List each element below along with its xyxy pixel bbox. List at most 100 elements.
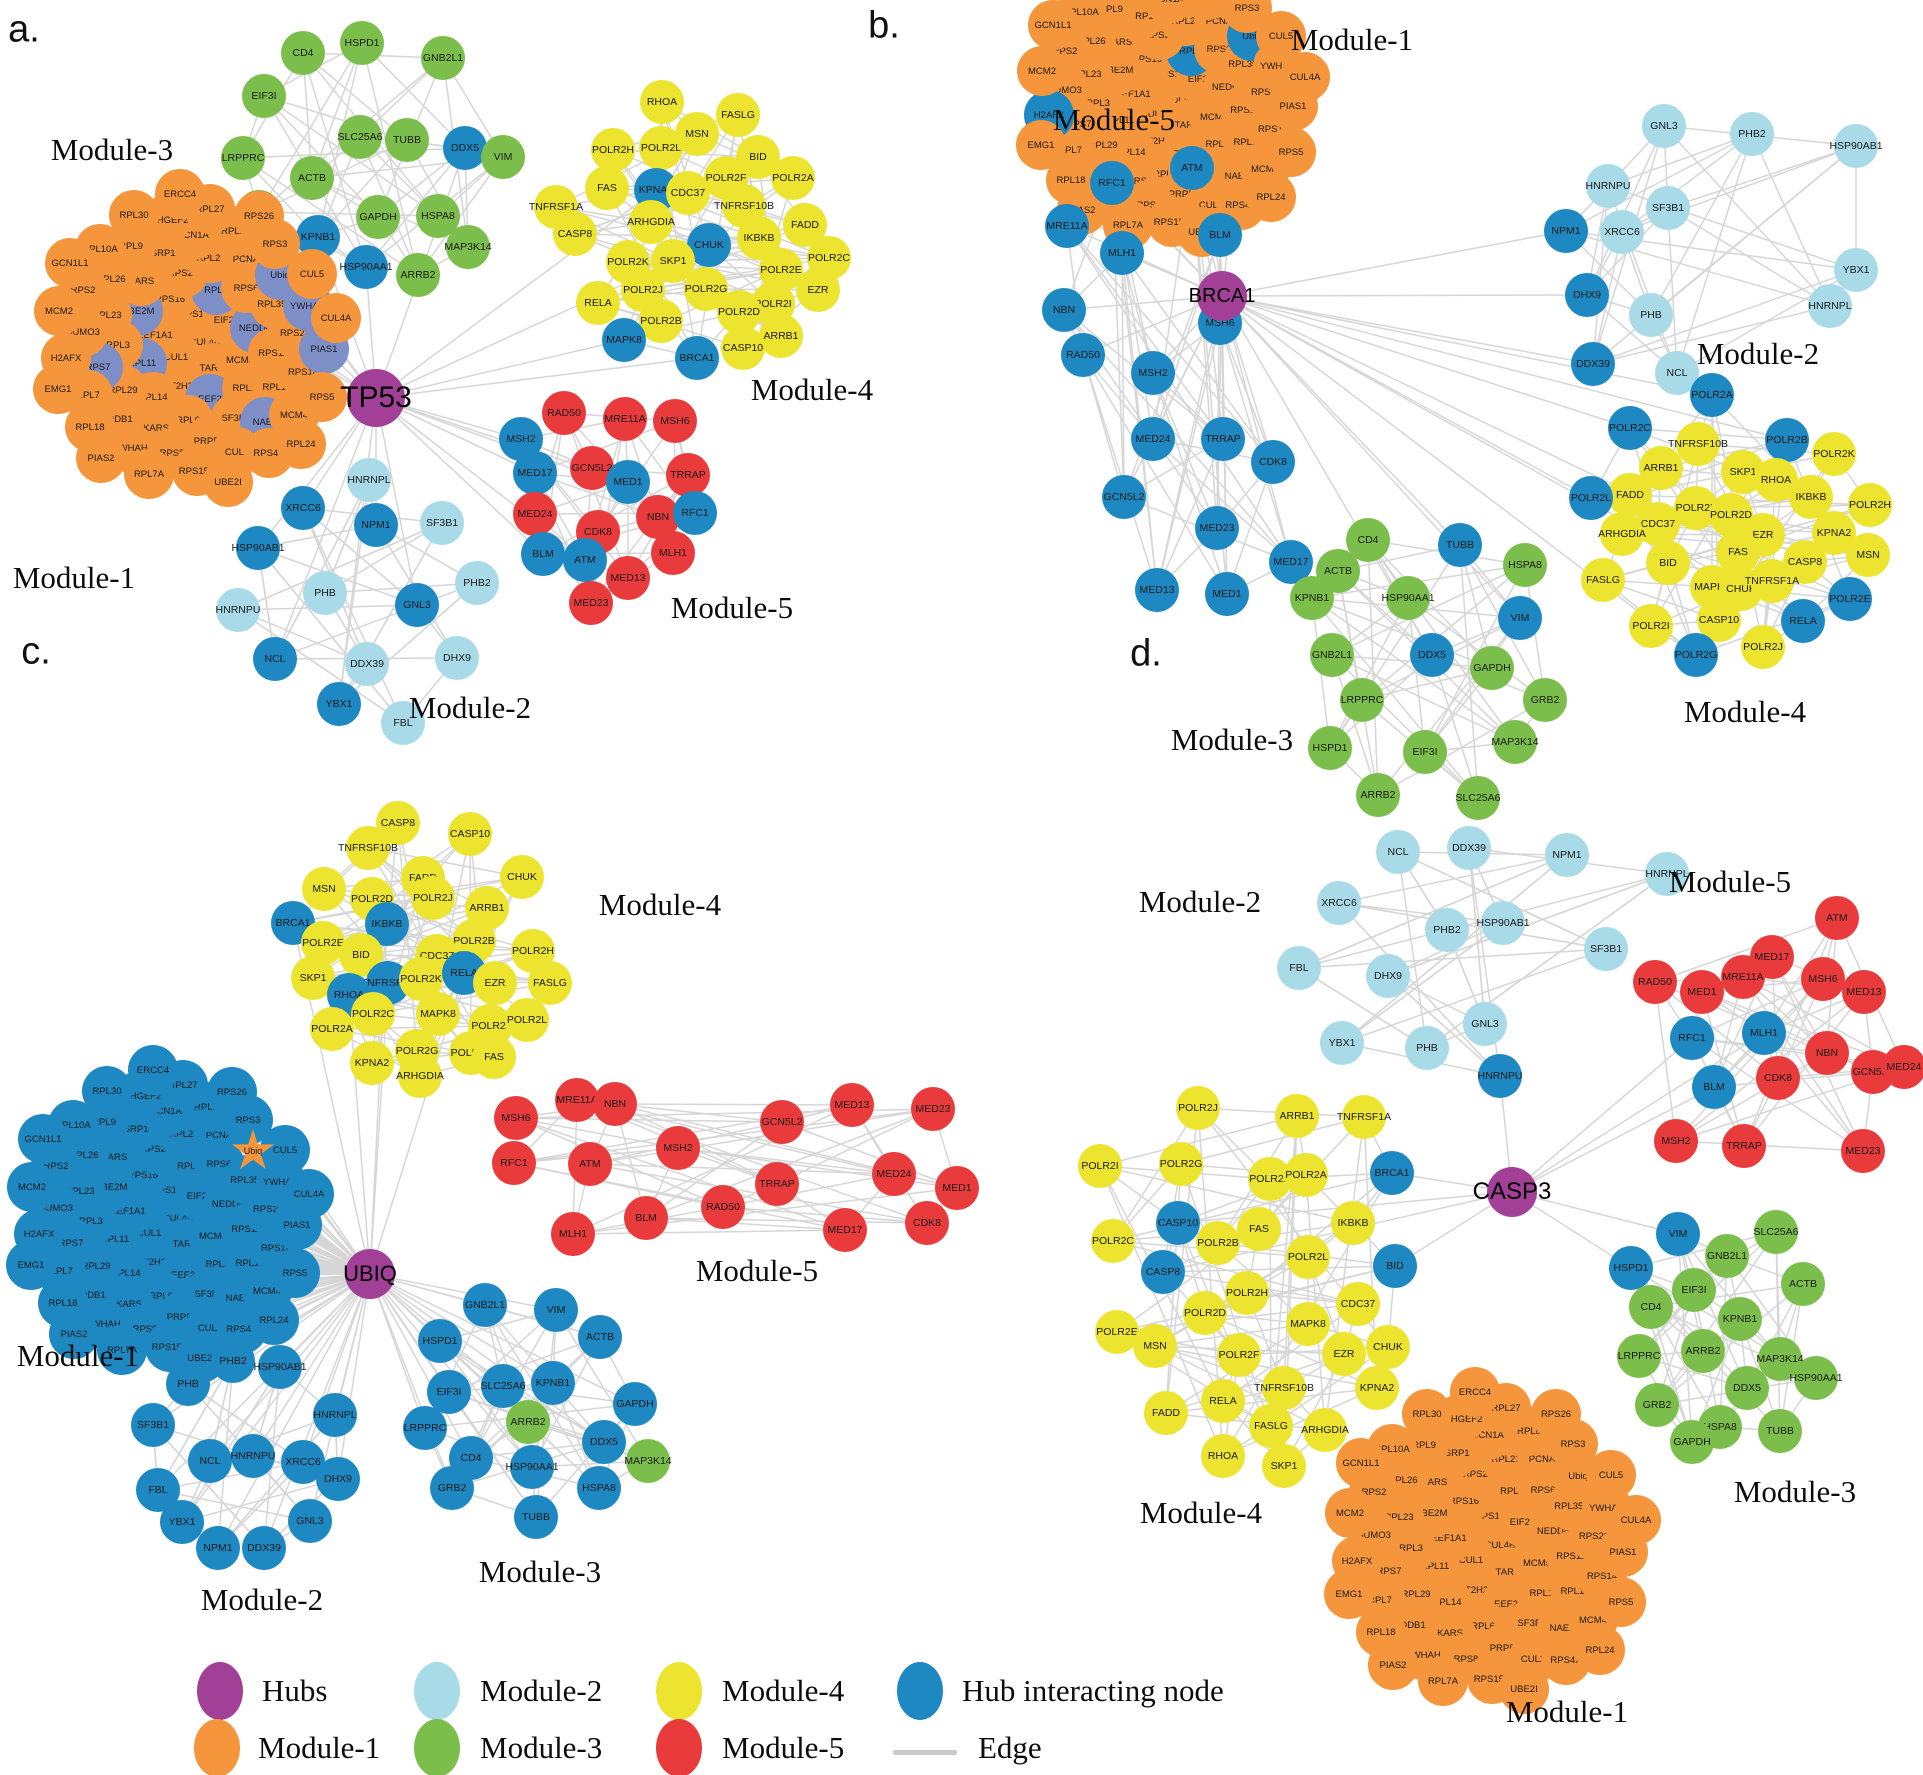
node-POLR2H: POLR2H	[1225, 1271, 1269, 1315]
legend-swatch-hub-interacting-node	[897, 1662, 943, 1720]
node-SLC25A6: SLC25A6	[1754, 1210, 1798, 1254]
node-label: SUMO3	[1048, 84, 1082, 96]
node-NBN: NBN	[1042, 288, 1086, 332]
node-label: CHUK	[1726, 583, 1756, 595]
node-CHUK: CHUK	[1366, 1325, 1410, 1369]
module-label-a-module-5: Module-5	[670, 590, 794, 625]
module-label-a-module-3: Module-3	[50, 132, 174, 167]
node-label: NCL	[1387, 846, 1409, 858]
node-label: RPS13	[151, 1184, 183, 1196]
node-GNL3: GNL3	[1463, 1002, 1507, 1046]
panel-letter-a: a.	[8, 8, 40, 51]
node-label: RPL7	[1368, 1594, 1392, 1606]
node-label: RPS13	[1154, 68, 1186, 80]
node-label: KPNA2	[1816, 527, 1852, 539]
edge	[1221, 295, 1594, 365]
node-label: RPS4X	[253, 447, 285, 459]
node-label: DDX39	[1576, 358, 1610, 370]
node-label: PRPF3	[193, 435, 225, 447]
node-label: RPL12	[262, 381, 292, 393]
node-label: FBL	[1289, 962, 1309, 974]
edge	[515, 1117, 679, 1149]
node-label: RPS15A	[1153, 216, 1191, 228]
node-label: YWHAH	[85, 1318, 121, 1330]
node-label: GAPDH	[1473, 662, 1511, 674]
module-label-b-module-2: Module-2	[1696, 336, 1820, 371]
node-label: RFC1	[1098, 177, 1126, 189]
node-HSP90AA1: HSP90AA1	[1789, 1356, 1843, 1400]
node-label: ARRB1	[1279, 1110, 1315, 1122]
node-KPNB1: KPNB1	[1290, 576, 1334, 620]
node-label: NAE1	[1549, 1622, 1575, 1634]
node-label: MED23	[573, 597, 609, 609]
node-label: FAS	[1728, 546, 1748, 558]
node-label: PCNA	[232, 253, 260, 265]
node-label: MED24	[1886, 1061, 1922, 1073]
node-label: FASLG	[721, 109, 755, 121]
edge	[237, 522, 443, 611]
edge	[1154, 1345, 1378, 1389]
node-POLR2D: POLR2D	[1183, 1291, 1227, 1335]
node-label: MCM2	[1028, 65, 1056, 77]
node-CUL5: CUL5	[287, 249, 337, 299]
node-label: POLR2E	[1829, 593, 1871, 605]
edge	[1165, 1353, 1345, 1414]
node-label: RPL3	[79, 1215, 103, 1227]
node-RPL7A: RPL7A	[1418, 1656, 1468, 1706]
node-label: POLR2G	[684, 283, 728, 295]
node-label: NAE1	[1224, 170, 1250, 182]
node-GCN1L1: GCN1L1	[1028, 0, 1078, 50]
edge	[252, 1273, 371, 1457]
node-label: RPS3	[1234, 2, 1260, 14]
node-label: ERCC4	[1458, 1386, 1492, 1398]
node-label: RPL21	[1491, 1453, 1521, 1465]
node-label: RFC1	[1678, 1032, 1706, 1044]
edge	[1066, 225, 1224, 440]
node-label: POLR2C	[1608, 422, 1651, 434]
node-CASP10: CASP10	[1156, 1201, 1200, 1245]
node-POLR2B: POLR2B	[1765, 418, 1809, 462]
node-label: ARRB1	[469, 902, 505, 914]
node-HSP90AA1: HSP90AA1	[1381, 576, 1435, 620]
node-GAPDH: GAPDH	[613, 1382, 657, 1426]
node-label: RPS2	[1052, 45, 1078, 57]
edge	[157, 1360, 234, 1491]
node-KPNA2: KPNA2	[1355, 1366, 1399, 1410]
node-label: RHOA	[1760, 474, 1792, 486]
node-SLC25A6: SLC25A6	[481, 1364, 525, 1408]
node-BRCA1: BRCA1	[1370, 1151, 1414, 1195]
node-EMG1: EMG1	[6, 1240, 56, 1290]
node-label: KPNB1	[535, 1377, 571, 1389]
legend-swatch-module-3	[414, 1719, 460, 1775]
node-XRCC6: XRCC6	[1317, 881, 1361, 925]
node-label: RPS3	[262, 238, 288, 250]
node-label: RPS23	[1578, 1530, 1610, 1542]
node-label: RPL3	[106, 339, 130, 351]
node-label: POLR2E	[760, 264, 802, 276]
node-label: SF3B1	[1589, 943, 1623, 955]
node-label: RPL14	[1116, 146, 1146, 158]
legend-swatch-hubs	[197, 1662, 243, 1720]
node-label: NPM1	[203, 1542, 233, 1554]
node-label: POLR2F	[1675, 502, 1717, 514]
node-label: CD4	[1357, 534, 1379, 546]
node-label: RPL11	[127, 357, 157, 369]
node-CD4: CD4	[1346, 518, 1390, 562]
node-label: YBX1	[1842, 264, 1870, 276]
node-CASP10: CASP10	[721, 326, 765, 370]
edge	[1221, 295, 1788, 441]
node-label: DHX9	[1373, 970, 1402, 982]
edge	[645, 1217, 846, 1231]
edge	[375, 397, 544, 555]
node-TNFRSF10B: TNFRSF10B	[338, 826, 398, 870]
node-RPL24: RPL24	[276, 419, 326, 469]
node-ARHGDIA: ARHGDIA	[1598, 512, 1646, 556]
node-RPL30: RPL30	[109, 190, 159, 240]
node-label: SCN1A	[177, 229, 209, 241]
node-label: ATM	[1826, 912, 1848, 924]
node-label: MSH6	[660, 415, 690, 427]
node-label: XRCC6	[285, 502, 321, 514]
node-label: POLR2H	[511, 945, 554, 957]
node-label: CUL4A	[320, 312, 352, 324]
node-label: GNB2L1	[422, 52, 464, 64]
